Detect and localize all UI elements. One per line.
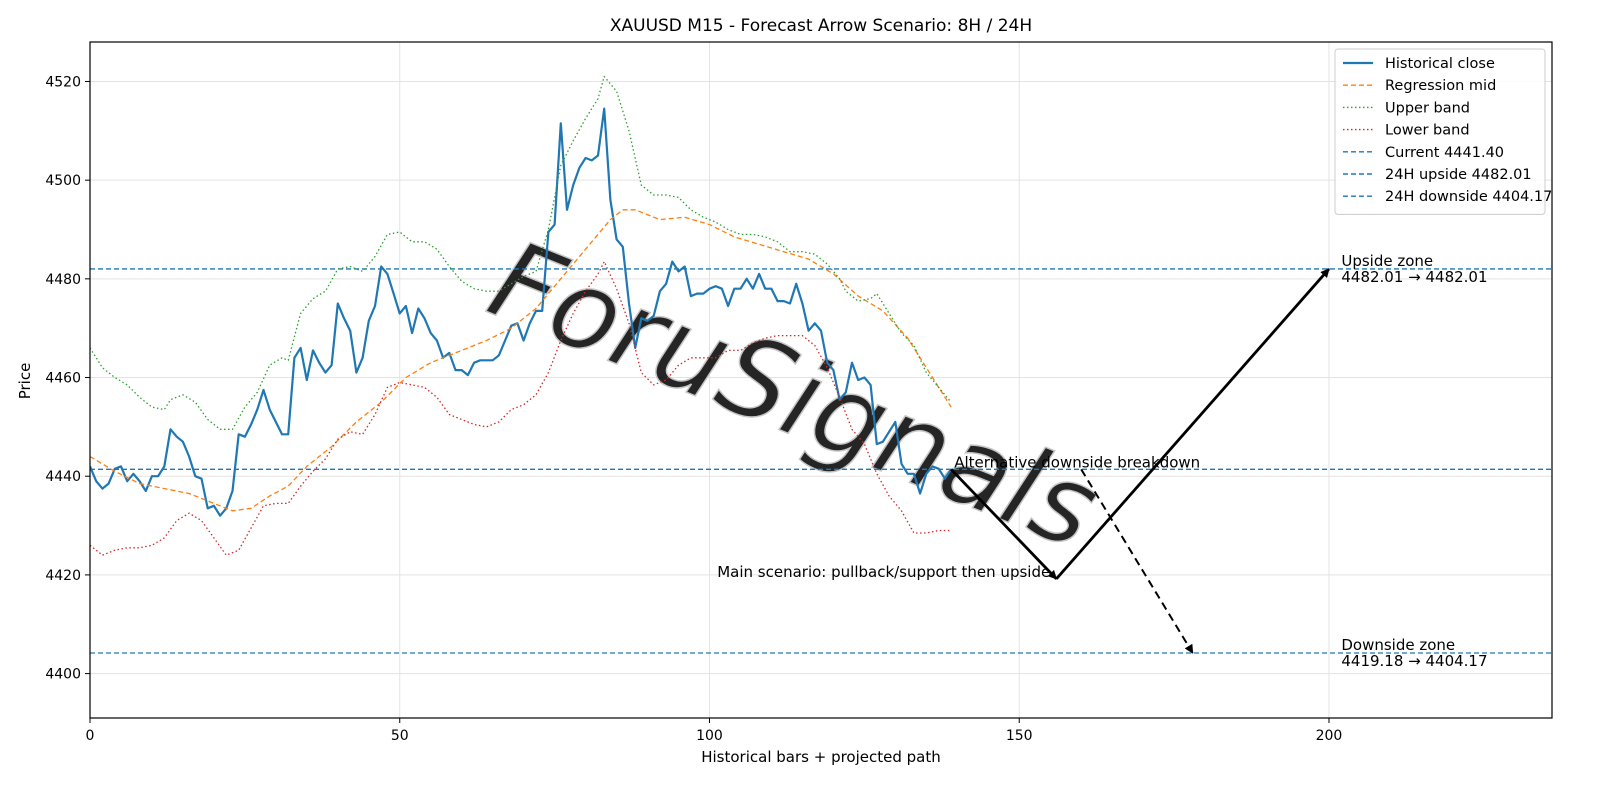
- y-tick-label: 4500: [45, 173, 81, 189]
- series-line: [90, 75, 952, 430]
- annotation-layer: Alternative downside breakdown Main scena…: [717, 252, 1487, 670]
- annotation-text: 4419.18 → 4404.17: [1341, 652, 1487, 670]
- forecast-arrow: [1080, 468, 1194, 654]
- annotation-text: Main scenario: pullback/support then ups…: [717, 563, 1050, 581]
- legend-label: Current 4441.40: [1385, 145, 1504, 161]
- x-tick-label: 100: [696, 728, 723, 744]
- annotation-text: Downside zone: [1341, 636, 1455, 654]
- x-axis: 0 50 100 150 200: [86, 718, 1343, 744]
- legend-box: [1334, 48, 1546, 215]
- arrow-layer: [950, 268, 1331, 654]
- y-tick-label: 4460: [45, 371, 81, 387]
- x-tick-label: 0: [86, 728, 95, 744]
- annotation-text: Alternative downside breakdown: [954, 453, 1200, 471]
- chart-title: XAUUSD M15 - Forecast Arrow Scenario: 8H…: [610, 16, 1032, 36]
- series-line: [90, 107, 953, 517]
- series-layer: [90, 75, 953, 556]
- y-axis-label: Price: [16, 363, 34, 400]
- y-axis: 4400 4420 4440 4460 4480 4500 4520: [45, 74, 90, 683]
- y-tick-label: 4400: [45, 667, 81, 683]
- series-line: [90, 209, 952, 512]
- x-axis-label: Historical bars + projected path: [701, 748, 941, 766]
- annotation-text: 4482.01 → 4482.01: [1341, 268, 1487, 286]
- grid: [89, 42, 1552, 718]
- forecast-arrow: [950, 468, 1058, 580]
- legend-label: Upper band: [1385, 100, 1470, 116]
- legend-label: 24H upside 4482.01: [1385, 167, 1532, 183]
- x-tick-label: 200: [1316, 728, 1343, 744]
- forecast-arrow: [1055, 268, 1331, 580]
- y-tick-label: 4480: [45, 272, 81, 288]
- x-tick-label: 150: [1006, 728, 1033, 744]
- legend-label: Lower band: [1385, 123, 1470, 139]
- annotation-text: Upside zone: [1341, 252, 1433, 270]
- y-tick-label: 4420: [45, 568, 81, 584]
- y-tick-label: 4520: [45, 74, 81, 90]
- legend-label: Historical close: [1385, 56, 1495, 72]
- y-tick-label: 4440: [45, 469, 81, 485]
- legend: Historical close Regression mid Upper band…: [1334, 48, 1552, 215]
- legend-label: Regression mid: [1385, 78, 1496, 94]
- x-tick-label: 50: [391, 728, 409, 744]
- plot-frame: [89, 41, 1553, 719]
- reference-lines: [90, 268, 1552, 654]
- legend-label: 24H downside 4404.17: [1385, 189, 1552, 205]
